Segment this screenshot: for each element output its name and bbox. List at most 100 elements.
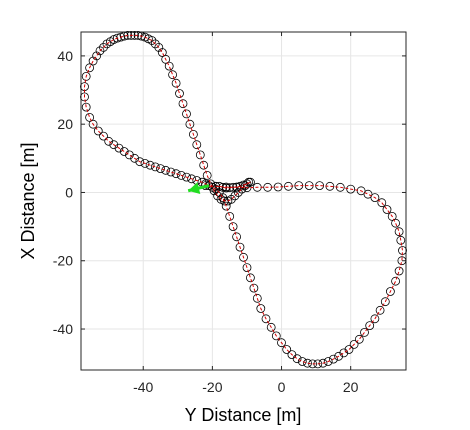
trajectory-point [256, 304, 266, 313]
plot-area-frame [80, 31, 407, 371]
trajectory-point [185, 119, 195, 129]
trajectory-point [161, 54, 171, 64]
trajectory-point [261, 314, 271, 324]
trajectory-point [135, 157, 145, 167]
trajectory-point [356, 186, 366, 196]
trajectory-point [239, 180, 248, 190]
trajectory-point [168, 70, 178, 80]
series-layer [80, 31, 407, 369]
trajectory-point [339, 348, 349, 358]
trajectory-point [93, 126, 103, 136]
trajectory-point [202, 170, 212, 180]
trajectory-point [140, 158, 150, 168]
trajectory-point [171, 78, 181, 88]
trajectory-point [237, 184, 247, 194]
trajectory-point [85, 63, 94, 73]
trajectory-point [171, 169, 181, 179]
trajectory-point [266, 322, 276, 332]
trajectory-point [104, 136, 114, 146]
trajectory-point [323, 357, 333, 366]
trajectory-point [80, 92, 89, 102]
trajectory-point [119, 31, 129, 41]
trajectory-point [365, 321, 375, 331]
y-tick-label: -20 [53, 253, 73, 269]
trajectory-point [112, 33, 122, 43]
trajectory-point [397, 256, 407, 266]
trajectory-point [164, 61, 174, 71]
trajectory-point [166, 167, 176, 177]
axis-ticks [81, 32, 406, 370]
trajectory-point [124, 150, 134, 160]
y-tick-label: 20 [57, 116, 73, 132]
trajectory-point [206, 179, 216, 189]
trajectory-line [84, 34, 404, 365]
trajectory-point [119, 147, 129, 156]
trajectory-point [109, 140, 119, 150]
trajectory-point [182, 172, 191, 182]
trajectory-point [95, 46, 105, 56]
trajectory-point [252, 293, 262, 303]
trajectory-point [221, 201, 231, 211]
trajectory-point [81, 72, 91, 81]
grid [81, 32, 406, 370]
trajectory-point [363, 189, 373, 199]
trajectory-point [308, 359, 318, 369]
trajectory-point [175, 89, 184, 98]
trajectory-point [88, 119, 98, 129]
trajectory-point [235, 242, 245, 252]
trajectory-point [187, 174, 197, 184]
trajectory-point [230, 191, 240, 201]
trajectory-point [344, 345, 354, 354]
trajectory-point [226, 194, 236, 204]
x-tick-label: 0 [278, 379, 286, 395]
trajectory-point [242, 263, 252, 273]
trajectory-point [380, 297, 390, 307]
trajectory-point [287, 350, 297, 360]
trajectory-point [114, 143, 124, 153]
trajectory-point [239, 252, 248, 262]
trajectory-point [349, 339, 359, 349]
trajectory-point [157, 48, 167, 57]
trajectory-point [375, 305, 385, 315]
trajectory-point [385, 287, 395, 296]
trajectory-point [328, 354, 338, 364]
trajectory-point [188, 129, 198, 139]
trajectory-point [297, 357, 307, 366]
trajectory-point [277, 338, 286, 348]
trajectory-point [192, 140, 202, 150]
trajectory-point [225, 211, 235, 221]
trajectory-point [228, 222, 238, 232]
tick-labels: -40 -20 0 20 -40 -20 0 20 40 [53, 48, 359, 395]
x-axis-label: Y Distance [m] [185, 405, 302, 425]
trajectory-point [178, 99, 188, 109]
trajectory-point [145, 160, 155, 170]
trajectory-point [391, 276, 401, 286]
trajectory-point [394, 266, 404, 276]
trajectory-point [233, 188, 243, 197]
trajectory-point [318, 358, 328, 368]
trajectory-point [382, 205, 392, 214]
trajectory-point [156, 164, 165, 174]
trajectory-point [199, 160, 209, 170]
annotation-layer [187, 182, 210, 194]
y-tick-label: 0 [65, 184, 73, 200]
trajectory-point [354, 334, 364, 344]
trajectory-point [232, 232, 242, 242]
x-tick-label: -40 [133, 379, 153, 395]
trajectory-point [92, 51, 101, 61]
trajectory-point [133, 31, 143, 40]
trajectory-point [130, 153, 140, 163]
trajectory-point [394, 227, 404, 237]
trajectory-point [85, 113, 94, 122]
marker-series [80, 31, 407, 369]
trajectory-point [245, 273, 255, 283]
trajectory-point [214, 181, 224, 191]
trajectory-point [303, 358, 312, 368]
trajectory-point [391, 218, 401, 228]
trajectory-point [150, 39, 160, 49]
trajectory-point [387, 211, 397, 221]
trajectory-point [176, 170, 186, 180]
trajectory-point [147, 36, 157, 45]
